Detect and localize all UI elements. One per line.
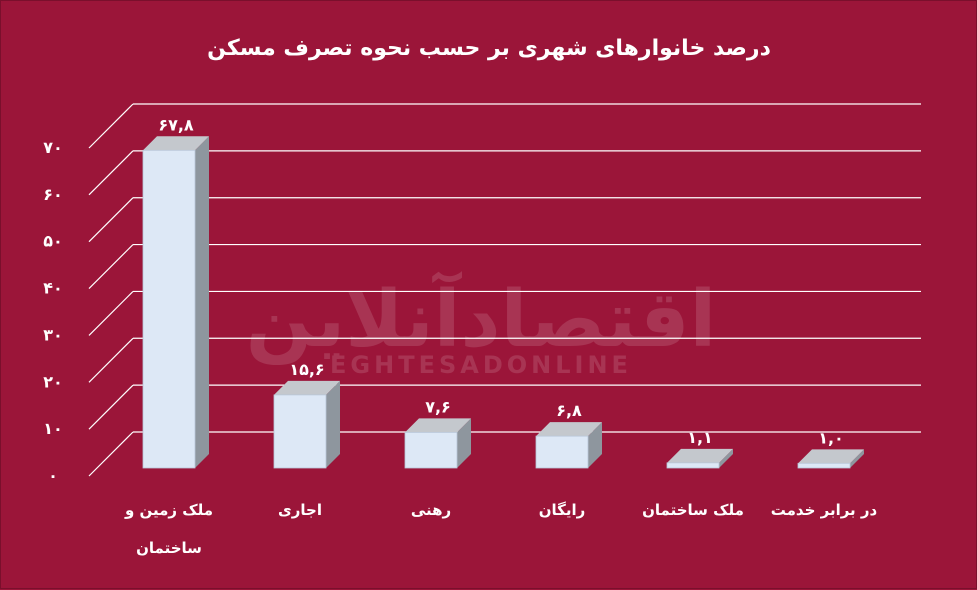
bar-side <box>588 422 602 468</box>
bar-top <box>274 380 340 395</box>
bar-front <box>142 149 196 469</box>
y-tick-label: ۷۰ <box>43 138 63 157</box>
y-tick-label: ۶۰ <box>43 185 63 204</box>
bar-side <box>457 418 471 468</box>
data-label: ۱,۰ <box>818 428 844 447</box>
bar-top <box>798 449 864 464</box>
y-tick-label: ۰ <box>48 466 58 485</box>
y-tick-label: ۴۰ <box>43 279 63 298</box>
bars <box>142 136 864 469</box>
watermark-subtext: EGHTESADONLINE <box>330 351 632 379</box>
bar-side <box>719 448 733 468</box>
category-label: رایگان <box>539 501 586 519</box>
bar-front <box>797 462 851 469</box>
bar-side <box>850 449 864 468</box>
bar <box>797 449 864 469</box>
bar-front <box>535 435 589 469</box>
data-label: ۶۷,۸ <box>158 115 194 134</box>
gridline <box>88 103 921 149</box>
bar-front <box>273 394 327 469</box>
bar-front <box>666 462 720 469</box>
bar <box>273 380 340 469</box>
bar <box>666 448 733 469</box>
data-label: ۱۵,۶ <box>289 360 324 379</box>
y-tick-label: ۵۰ <box>43 232 63 251</box>
bar-front <box>404 431 458 469</box>
watermark: اقتصادآنلاین EGHTESADONLINE <box>246 271 717 379</box>
data-label: ۷,۶ <box>425 397 451 416</box>
bar <box>404 418 471 469</box>
y-tick-label: ۱۰ <box>43 419 63 438</box>
bar-top <box>405 418 471 433</box>
gridline <box>88 384 921 430</box>
gridline <box>88 243 921 289</box>
gridline <box>88 197 921 243</box>
bar <box>142 136 209 469</box>
data-label: ۱,۱ <box>687 428 713 447</box>
y-tick-label: ۲۰ <box>43 372 63 391</box>
y-tick-label: ۳۰ <box>43 325 63 344</box>
gridline <box>88 150 921 196</box>
y-axis-ticks: ۰ ۱۰ ۲۰ ۳۰ ۴۰ ۵۰ ۶۰ ۷۰ <box>43 138 63 485</box>
category-label: ساختمان <box>136 539 202 557</box>
bar <box>535 422 602 469</box>
gridline <box>88 431 921 477</box>
bar-side <box>326 380 340 468</box>
bar-top <box>667 448 733 463</box>
data-label: ۶,۸ <box>556 401 582 420</box>
category-label: رهنی <box>411 501 451 519</box>
category-label: ملک ساختمان <box>642 501 744 519</box>
gridline <box>88 290 921 336</box>
bar-top <box>536 422 602 437</box>
gridline <box>88 337 921 383</box>
category-labels: ملک زمین و ساختمان اجاری رهنی رایگان ملک ساخت… <box>124 501 878 557</box>
gridlines <box>88 103 921 477</box>
data-labels: ۶۷,۸ ۱۵,۶ ۷,۶ ۶,۸ ۱,۱ ۱,۰ <box>158 115 843 447</box>
category-label: در برابر خدمت <box>771 501 878 519</box>
category-label: اجاری <box>278 501 322 519</box>
watermark-text: اقتصادآنلاین <box>246 271 717 365</box>
category-label: ملک زمین و <box>124 501 213 519</box>
chart-title: درصد خانوارهای شهری بر حسب نحوه تصرف مسک… <box>207 36 771 61</box>
bar-top <box>143 136 209 151</box>
bar-side <box>195 136 209 468</box>
